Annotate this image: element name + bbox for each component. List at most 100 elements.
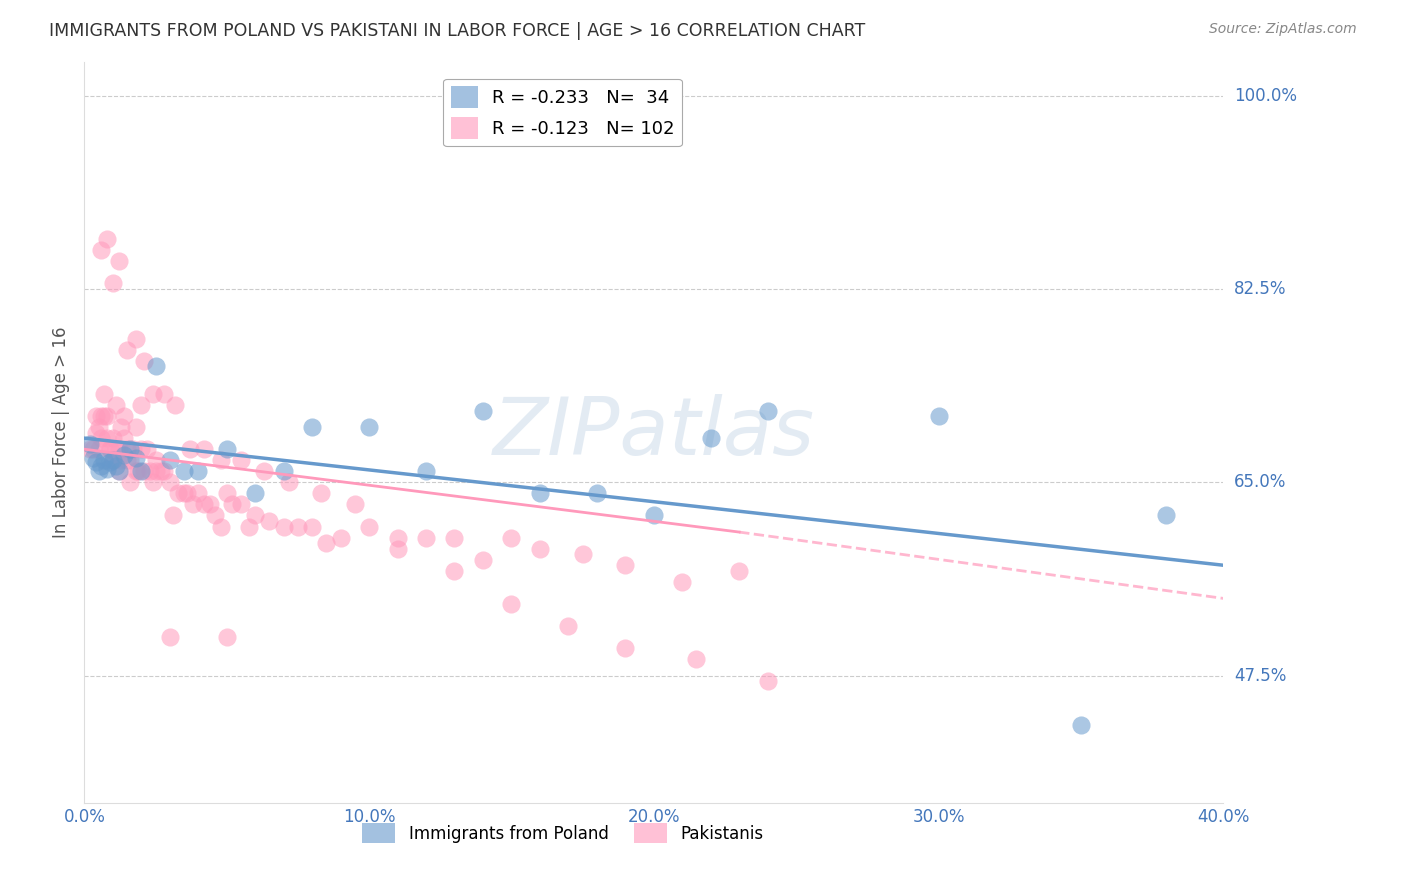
Point — [107, 464, 129, 478]
Point — [415, 464, 437, 478]
Point — [87, 464, 110, 478]
Text: 65.0%: 65.0% — [1234, 474, 1286, 491]
Point — [98, 442, 121, 457]
Point — [153, 387, 176, 401]
Point — [84, 425, 107, 440]
Point — [110, 420, 132, 434]
Point — [586, 486, 609, 500]
Point — [139, 464, 162, 478]
Point — [131, 442, 153, 457]
Point — [221, 498, 243, 512]
Point — [253, 464, 276, 478]
Point — [131, 398, 153, 412]
Point — [118, 453, 141, 467]
Point — [179, 442, 201, 457]
Point — [84, 409, 107, 423]
Point — [501, 531, 523, 545]
Point — [1070, 718, 1092, 732]
Point — [96, 462, 118, 476]
Point — [134, 464, 156, 478]
Point — [121, 442, 143, 457]
Point — [359, 519, 381, 533]
Point — [167, 486, 190, 500]
Point — [124, 450, 146, 465]
Point — [107, 254, 129, 268]
Point — [238, 519, 260, 533]
Point — [98, 455, 121, 469]
Point — [756, 403, 779, 417]
Point — [204, 508, 226, 523]
Text: 82.5%: 82.5% — [1234, 280, 1286, 298]
Point — [118, 475, 141, 490]
Point — [387, 531, 409, 545]
Point — [104, 458, 127, 473]
Point — [315, 536, 337, 550]
Point — [1156, 508, 1178, 523]
Point — [181, 498, 204, 512]
Point — [728, 564, 751, 578]
Text: 100.0%: 100.0% — [1234, 87, 1298, 104]
Point — [145, 464, 167, 478]
Point — [153, 464, 176, 478]
Point — [215, 442, 238, 457]
Point — [443, 531, 465, 545]
Point — [90, 431, 112, 445]
Point — [301, 420, 323, 434]
Text: Source: ZipAtlas.com: Source: ZipAtlas.com — [1209, 22, 1357, 37]
Point — [273, 464, 295, 478]
Point — [82, 442, 104, 457]
Point — [557, 619, 579, 633]
Point — [614, 558, 637, 573]
Point — [229, 498, 252, 512]
Point — [107, 442, 129, 457]
Point — [115, 343, 138, 357]
Point — [443, 564, 465, 578]
Point — [96, 409, 118, 423]
Point — [193, 498, 215, 512]
Point — [101, 453, 124, 467]
Point — [756, 674, 779, 689]
Point — [142, 387, 165, 401]
Point — [142, 475, 165, 490]
Point — [136, 442, 159, 457]
Point — [93, 453, 115, 467]
Point — [187, 464, 209, 478]
Point — [671, 574, 693, 589]
Point — [101, 431, 124, 445]
Y-axis label: In Labor Force | Age > 16: In Labor Force | Age > 16 — [52, 326, 70, 539]
Point — [93, 409, 115, 423]
Legend: Immigrants from Poland, Pakistanis: Immigrants from Poland, Pakistanis — [356, 816, 770, 850]
Point — [245, 486, 267, 500]
Point — [104, 442, 127, 457]
Text: ZIPatlas: ZIPatlas — [492, 393, 815, 472]
Point — [229, 453, 252, 467]
Point — [159, 453, 181, 467]
Point — [90, 458, 112, 473]
Point — [173, 486, 195, 500]
Point — [685, 652, 707, 666]
Point — [193, 442, 215, 457]
Point — [124, 464, 146, 478]
Point — [84, 455, 107, 469]
Point — [472, 403, 495, 417]
Point — [96, 431, 118, 445]
Point — [96, 232, 118, 246]
Point — [93, 387, 115, 401]
Point — [700, 431, 723, 445]
Point — [104, 398, 127, 412]
Point — [278, 475, 301, 490]
Point — [145, 359, 167, 374]
Point — [215, 630, 238, 644]
Point — [529, 486, 551, 500]
Point — [82, 450, 104, 465]
Point — [165, 398, 187, 412]
Point — [127, 464, 149, 478]
Point — [145, 453, 167, 467]
Point — [309, 486, 332, 500]
Point — [87, 442, 110, 457]
Point — [124, 332, 146, 346]
Point — [643, 508, 665, 523]
Point — [162, 508, 184, 523]
Point — [301, 519, 323, 533]
Point — [87, 420, 110, 434]
